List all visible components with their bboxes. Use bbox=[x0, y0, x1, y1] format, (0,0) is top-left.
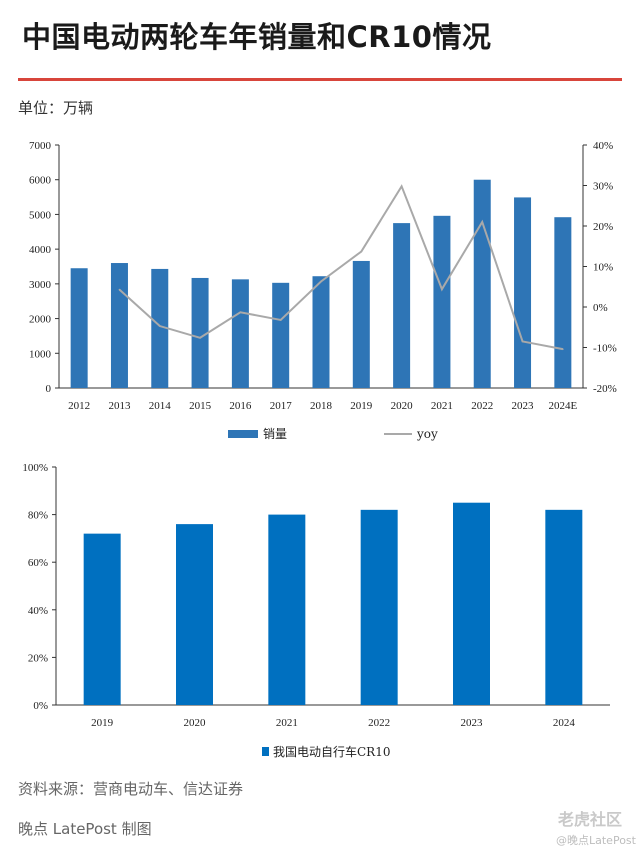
sales-bar-2021 bbox=[433, 215, 451, 388]
cr10-bar-2019 bbox=[83, 533, 121, 705]
x-tick-label: 2024 bbox=[553, 717, 576, 729]
sales-bar-2015 bbox=[191, 277, 209, 388]
yoy-point-2020 bbox=[400, 185, 403, 188]
y-tick-label: 80% bbox=[28, 510, 48, 522]
y-tick-label: 40% bbox=[28, 605, 48, 617]
cr10-chart: 0% 20% 40% 60% 80% 100% 2019 2020 2021 2022 2023 20… bbox=[22, 462, 610, 759]
x-tick-label: 2021 bbox=[431, 400, 453, 412]
sales-bar-2019 bbox=[352, 260, 370, 388]
source-note: 资料来源：营商电动车、信达证券 bbox=[18, 780, 244, 798]
legend-label-yoy: yoy bbox=[416, 427, 438, 441]
x-tick-label: 2017 bbox=[270, 400, 293, 412]
legend-label-cr10: 我国电动自行车CR10 bbox=[273, 744, 391, 759]
watermark-community: 老虎社区 bbox=[558, 810, 623, 829]
y-left-tick-label: 3000 bbox=[29, 279, 52, 291]
x-tick-label: 2021 bbox=[276, 717, 298, 729]
x-tick-label: 2019 bbox=[350, 400, 373, 412]
y-tick-label: 20% bbox=[28, 652, 48, 664]
sales-bar-2018 bbox=[312, 276, 330, 388]
y-tick-label: 0% bbox=[33, 700, 48, 712]
cr10-bar-2024 bbox=[545, 509, 583, 705]
x-tick-label: 2014 bbox=[149, 400, 172, 412]
sales-bar-2017 bbox=[272, 282, 290, 388]
y-right-tick-label: 20% bbox=[593, 221, 613, 233]
sales-yoy-chart: 0 1000 2000 3000 4000 5000 6000 7000 -20% -10% 0% 1… bbox=[29, 140, 617, 441]
y-right-tick-label: -20% bbox=[593, 383, 617, 395]
x-tick-label: 2013 bbox=[108, 400, 131, 412]
legend-label-sales: 销量 bbox=[263, 427, 287, 441]
yoy-point-2015 bbox=[199, 336, 201, 339]
y-right-tick-label: 40% bbox=[593, 140, 613, 152]
yoy-line bbox=[118, 184, 564, 351]
sales-bar-2016 bbox=[231, 279, 249, 388]
y-left-tick-label: 6000 bbox=[29, 175, 52, 187]
sales-bar-2024E bbox=[554, 217, 572, 388]
y-left-tick-label: 2000 bbox=[29, 314, 52, 326]
x-tick-label: 2023 bbox=[512, 400, 535, 412]
y-tick-label: 100% bbox=[22, 462, 48, 474]
x-tick-label: 2018 bbox=[310, 400, 333, 412]
y-right-tick-label: 10% bbox=[593, 262, 613, 274]
sales-bar-2020 bbox=[393, 223, 411, 388]
y-left-tick-label: 5000 bbox=[29, 209, 52, 221]
x-tick-label: 2012 bbox=[68, 400, 90, 412]
x-tick-label: 2016 bbox=[229, 400, 252, 412]
yoy-point-2018 bbox=[320, 280, 322, 283]
x-tick-label: 2023 bbox=[461, 717, 484, 729]
sales-bar-2023 bbox=[514, 197, 532, 388]
yoy-point-2016 bbox=[239, 311, 242, 314]
yoy-point-2022 bbox=[481, 221, 484, 223]
cr10-bar-2022 bbox=[360, 509, 398, 705]
y-left-tick-label: 0 bbox=[46, 383, 52, 395]
yoy-point-2024E bbox=[562, 348, 564, 350]
y-right-tick-label: 30% bbox=[593, 181, 613, 193]
x-tick-label: 2019 bbox=[91, 717, 114, 729]
cr10-bar-2023 bbox=[453, 502, 490, 705]
yoy-point-2014 bbox=[158, 325, 161, 327]
y-right-tick-label: 0% bbox=[593, 302, 608, 314]
y-left-tick-label: 4000 bbox=[29, 244, 52, 256]
y-right-tick-label: -10% bbox=[593, 343, 617, 355]
sales-bar-2014 bbox=[151, 268, 169, 388]
page-title: 中国电动两轮车年销量和CR10情况 bbox=[22, 20, 492, 54]
x-tick-label: 2020 bbox=[184, 717, 207, 729]
cr10-bar-2020 bbox=[176, 524, 213, 705]
yoy-point-2023 bbox=[521, 340, 524, 343]
unit-label: 单位：万辆 bbox=[18, 99, 94, 117]
yoy-point-2021 bbox=[441, 288, 443, 290]
x-tick-label: 2024E bbox=[548, 400, 577, 412]
cr10-bar-2021 bbox=[268, 514, 306, 705]
legend-swatch-cr10 bbox=[262, 747, 269, 756]
legend-swatch-sales bbox=[228, 430, 258, 438]
watermark-handle: @晚点LatePost bbox=[556, 834, 636, 847]
y-left-tick-label: 7000 bbox=[29, 140, 52, 152]
x-tick-label: 2022 bbox=[471, 400, 493, 412]
y-tick-label: 60% bbox=[28, 557, 48, 569]
y-left-tick-label: 1000 bbox=[29, 348, 52, 360]
credit-note: 晚点 LatePost 制图 bbox=[18, 820, 152, 838]
yoy-point-2017 bbox=[279, 319, 282, 321]
x-tick-label: 2022 bbox=[368, 717, 390, 729]
sales-bar-2012 bbox=[70, 268, 88, 388]
x-tick-label: 2020 bbox=[391, 400, 414, 412]
title-divider bbox=[18, 78, 622, 81]
x-tick-label: 2015 bbox=[189, 400, 212, 412]
yoy-point-2013 bbox=[118, 288, 121, 291]
yoy-point-2019 bbox=[360, 250, 363, 253]
